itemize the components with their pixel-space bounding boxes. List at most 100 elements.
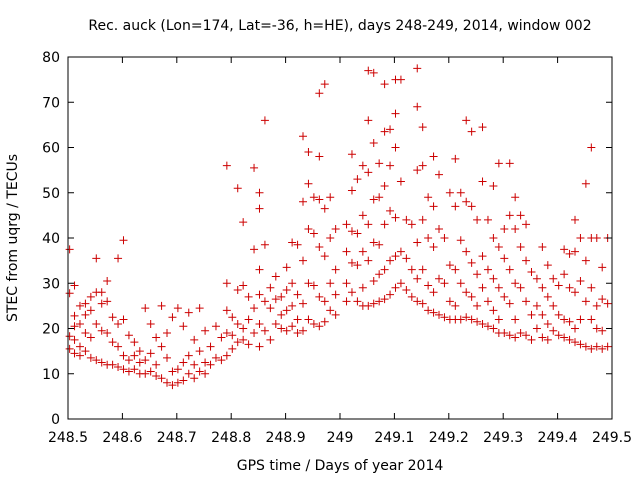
- data-point-marker: [168, 381, 177, 390]
- data-point-marker: [522, 256, 531, 265]
- y-axis-title: STEC from uqrg / TECUs: [5, 154, 21, 322]
- data-point-marker: [424, 193, 433, 202]
- data-point-marker: [288, 322, 297, 331]
- data-point-marker: [65, 289, 74, 298]
- data-point-marker: [494, 283, 503, 292]
- x-axis-title: GPS time / Days of year 2014: [237, 458, 444, 474]
- data-point-marker: [260, 240, 269, 249]
- data-point-marker: [380, 127, 389, 136]
- data-point-marker: [250, 245, 259, 254]
- data-point-marker: [364, 301, 373, 310]
- data-point-marker: [549, 274, 558, 283]
- data-point-marker: [364, 168, 373, 177]
- data-point-marker: [271, 319, 280, 328]
- data-point-marker: [587, 344, 596, 353]
- data-point-marker: [358, 247, 367, 256]
- data-point-marker: [250, 304, 259, 313]
- data-point-marker: [233, 338, 242, 347]
- data-point-marker: [331, 290, 340, 299]
- data-point-marker: [81, 299, 90, 308]
- data-point-marker: [375, 240, 384, 249]
- data-point-marker: [473, 270, 482, 279]
- data-point-marker: [353, 261, 362, 270]
- data-point-marker: [304, 148, 313, 157]
- data-point-marker: [342, 279, 351, 288]
- data-point-marker: [440, 234, 449, 242]
- data-point-marker: [211, 353, 220, 362]
- x-tick-label: 248.8: [211, 430, 251, 446]
- data-point-marker: [184, 351, 193, 360]
- data-point-marker: [413, 64, 422, 73]
- data-point-marker: [538, 310, 547, 319]
- data-point-marker: [168, 367, 177, 376]
- data-point-marker: [369, 195, 378, 204]
- data-point-marker: [451, 154, 460, 163]
- data-point-marker: [315, 292, 324, 301]
- data-point-marker: [380, 295, 389, 304]
- x-tick-label: 249.3: [483, 430, 523, 446]
- data-point-marker: [435, 170, 444, 179]
- data-point-marker: [402, 215, 411, 224]
- data-point-marker: [489, 234, 498, 242]
- data-point-marker: [103, 297, 112, 306]
- data-point-marker: [315, 322, 324, 331]
- data-point-marker: [347, 258, 356, 267]
- data-point-marker: [380, 220, 389, 229]
- data-point-marker: [282, 326, 291, 335]
- data-point-marker: [244, 315, 253, 324]
- data-point-marker: [543, 335, 552, 344]
- data-point-marker: [81, 347, 90, 356]
- data-point-marker: [70, 349, 79, 358]
- data-point-marker: [347, 150, 356, 159]
- data-point-marker: [239, 281, 248, 290]
- data-point-marker: [315, 195, 324, 204]
- data-point-marker: [86, 353, 95, 362]
- data-point-marker: [565, 317, 574, 326]
- data-point-marker: [391, 143, 400, 152]
- data-point-marker: [418, 161, 427, 170]
- data-point-marker: [560, 315, 569, 324]
- data-point-marker: [407, 220, 416, 229]
- data-point-marker: [402, 254, 411, 263]
- data-point-marker: [424, 234, 433, 242]
- data-point-marker: [217, 333, 226, 342]
- data-point-marker: [418, 123, 427, 132]
- data-point-marker: [239, 324, 248, 333]
- axis-ticks: [67, 56, 613, 420]
- data-point-marker: [97, 326, 106, 335]
- data-point-marker: [353, 229, 362, 238]
- data-point-marker: [65, 344, 74, 353]
- data-point-marker: [92, 254, 101, 263]
- data-point-marker: [163, 353, 172, 362]
- data-point-marker: [309, 193, 318, 202]
- data-point-marker: [445, 261, 454, 270]
- data-point-marker: [233, 286, 242, 295]
- data-point-marker: [500, 329, 509, 338]
- data-point-marker: [108, 313, 117, 322]
- data-point-marker: [92, 319, 101, 328]
- data-point-marker: [451, 301, 460, 310]
- data-point-marker: [86, 306, 95, 315]
- data-point-marker: [135, 347, 144, 356]
- data-point-marker: [358, 211, 367, 220]
- data-point-marker: [413, 166, 422, 175]
- data-point-marker: [309, 281, 318, 290]
- data-point-marker: [342, 220, 351, 229]
- data-point-marker: [364, 116, 373, 125]
- data-point-marker: [511, 193, 520, 202]
- x-tick-label: 249.2: [429, 430, 469, 446]
- y-tick-label: 70: [42, 95, 60, 111]
- data-point-marker: [211, 322, 220, 331]
- data-point-marker: [483, 297, 492, 306]
- data-point-marker: [478, 319, 487, 328]
- data-points: [65, 64, 612, 390]
- data-point-marker: [462, 116, 471, 125]
- data-point-marker: [222, 329, 231, 338]
- y-axis-tick-labels: 0 10 20 30 40 50 60 70 80: [42, 50, 60, 428]
- data-point-marker: [141, 304, 150, 313]
- data-point-marker: [206, 360, 215, 369]
- data-point-marker: [549, 326, 558, 335]
- data-point-marker: [342, 247, 351, 256]
- data-point-marker: [70, 311, 79, 320]
- data-point-marker: [456, 236, 465, 245]
